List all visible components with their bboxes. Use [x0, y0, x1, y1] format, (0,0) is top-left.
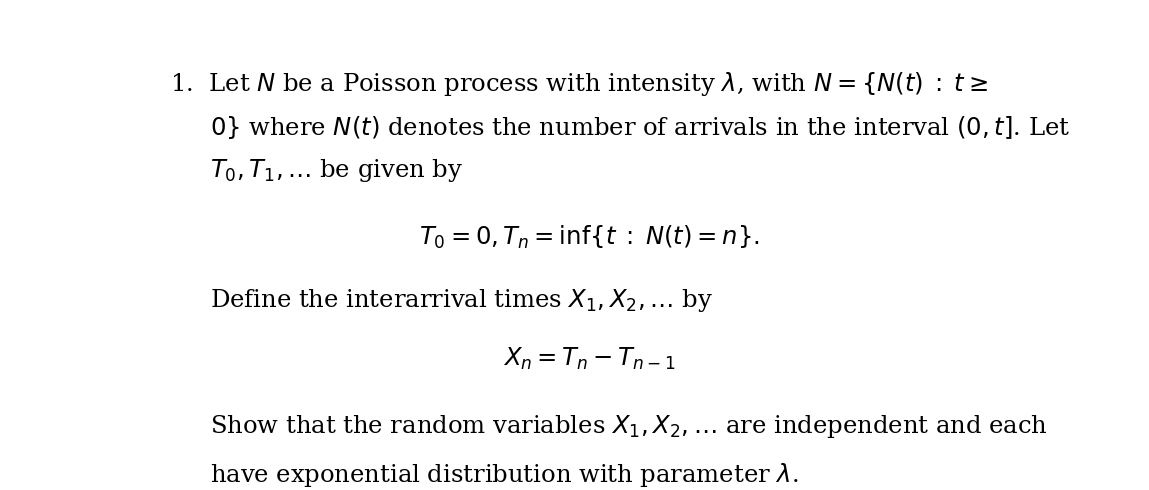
Text: $X_n = T_n - T_{n-1}$: $X_n = T_n - T_{n-1}$	[502, 345, 676, 372]
Text: $0\}$ where $N(t)$ denotes the number of arrivals in the interval $(0, t]$. Let: $0\}$ where $N(t)$ denotes the number of…	[210, 114, 1071, 141]
Text: $T_0 = 0, T_n = \mathrm{inf}\{t\; :\; N(t) = n\}.$: $T_0 = 0, T_n = \mathrm{inf}\{t\; :\; N(…	[418, 224, 759, 251]
Text: Define the interarrival times $X_1, X_2, \ldots$ by: Define the interarrival times $X_1, X_2,…	[210, 287, 714, 314]
Text: 1.  Let $N$ be a Poisson process with intensity $\lambda$, with $N = \{N(t)\; :\: 1. Let $N$ be a Poisson process with int…	[170, 70, 988, 98]
Text: Show that the random variables $X_1, X_2, \ldots$ are independent and each: Show that the random variables $X_1, X_2…	[210, 413, 1048, 440]
Text: have exponential distribution with parameter $\lambda$.: have exponential distribution with param…	[210, 461, 799, 489]
Text: $T_0, T_1, \ldots$ be given by: $T_0, T_1, \ldots$ be given by	[210, 157, 463, 184]
